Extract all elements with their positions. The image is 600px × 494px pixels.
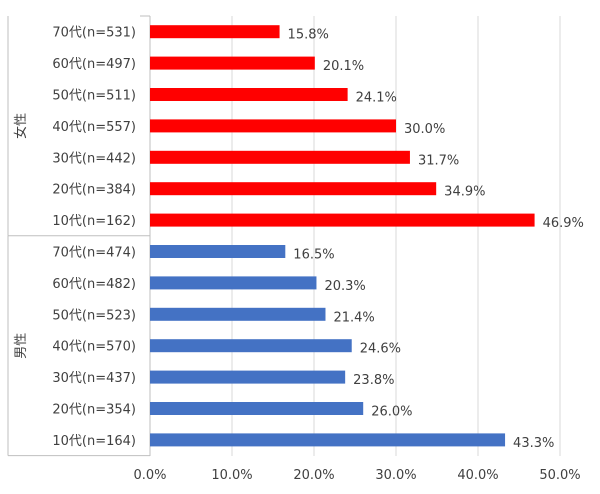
bar	[150, 307, 326, 321]
bar	[150, 370, 346, 384]
category-label: 10代(n=162)	[52, 214, 136, 229]
group-label: 女性	[13, 113, 29, 139]
data-label: 43.3%	[513, 436, 554, 451]
bar	[150, 276, 317, 290]
data-label: 21.4%	[333, 310, 374, 325]
category-label: 60代(n=497)	[52, 57, 136, 72]
category-label: 50代(n=523)	[52, 308, 136, 323]
category-label: 30代(n=442)	[52, 151, 136, 166]
bar	[150, 182, 437, 196]
x-tick-label: 0.0%	[133, 468, 166, 483]
category-label: 70代(n=531)	[52, 26, 136, 41]
bar	[150, 433, 506, 447]
bar	[150, 150, 410, 164]
data-label: 15.8%	[288, 28, 329, 43]
data-label: 16.5%	[293, 248, 334, 263]
data-label: 46.9%	[543, 216, 584, 231]
bar	[150, 245, 286, 258]
data-label: 23.8%	[353, 373, 394, 388]
category-label: 40代(n=557)	[52, 120, 136, 135]
category-label: 20代(n=354)	[52, 403, 136, 418]
data-label: 24.1%	[356, 91, 397, 106]
bar	[150, 402, 364, 415]
category-label: 60代(n=482)	[52, 277, 136, 292]
bar	[150, 25, 280, 39]
x-tick-label: 20.0%	[293, 468, 334, 483]
bar	[150, 56, 315, 70]
category-label: 20代(n=384)	[52, 183, 136, 198]
x-tick-label: 30.0%	[375, 468, 416, 483]
group-label: 男性	[14, 333, 29, 359]
bar	[150, 339, 352, 353]
data-label: 34.9%	[444, 185, 485, 200]
data-label: 26.0%	[371, 405, 412, 420]
data-label: 30.0%	[404, 122, 445, 137]
data-label: 20.1%	[323, 59, 364, 74]
category-label: 40代(n=570)	[52, 340, 136, 355]
category-label: 70代(n=474)	[52, 246, 136, 261]
bar	[150, 119, 396, 133]
data-label: 20.3%	[324, 279, 365, 294]
data-label: 31.7%	[418, 153, 459, 168]
category-label: 30代(n=437)	[52, 371, 136, 386]
category-label: 50代(n=511)	[52, 89, 136, 104]
data-label: 24.6%	[360, 342, 401, 357]
x-tick-label: 10.0%	[211, 468, 252, 483]
x-tick-label: 50.0%	[539, 468, 580, 483]
x-tick-label: 40.0%	[457, 468, 498, 483]
bar	[150, 213, 535, 227]
bar	[150, 88, 348, 101]
category-label: 10代(n=164)	[52, 434, 136, 449]
